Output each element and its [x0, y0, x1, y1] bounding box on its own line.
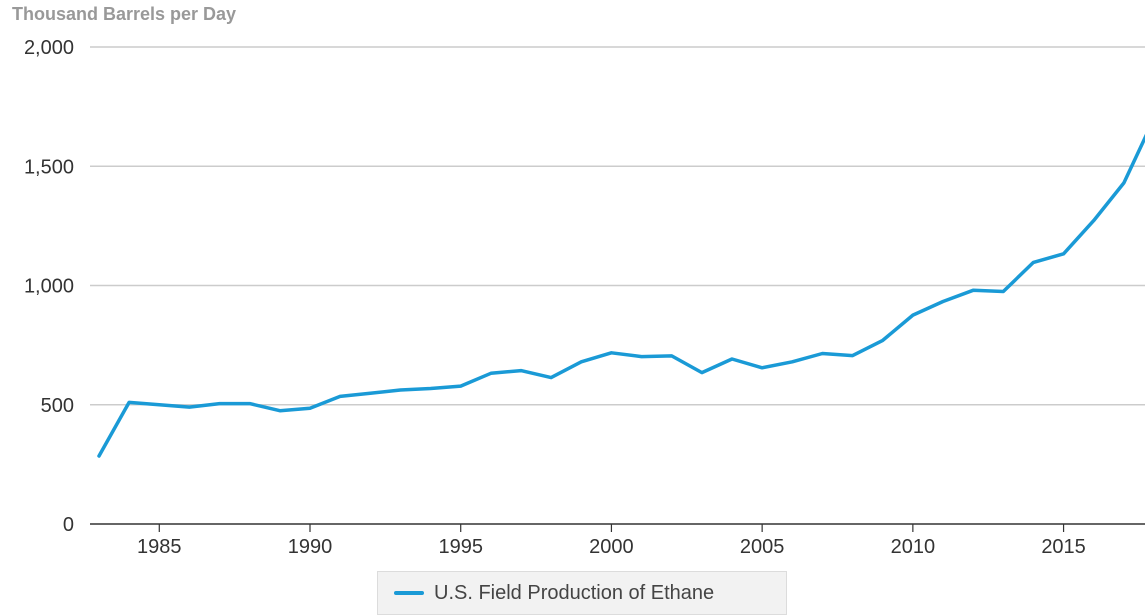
y-axis-unit-label: Thousand Barrels per Day — [12, 4, 237, 24]
legend-swatch — [394, 591, 424, 595]
y-axis-ticks: 0 500 1,000 1,500 2,000 — [24, 37, 74, 536]
x-tick-label: 2000 — [589, 536, 634, 558]
y-tick-label: 1,000 — [24, 276, 74, 298]
legend-label: U.S. Field Production of Ethane — [434, 581, 715, 604]
legend[interactable]: U.S. Field Production of Ethane — [377, 571, 787, 615]
gridlines — [90, 46, 1145, 406]
x-tick-label: 2015 — [1041, 536, 1086, 558]
y-tick-label: 1,500 — [24, 156, 74, 178]
x-tick-label: 1995 — [438, 536, 483, 558]
series-lines — [97, 133, 1145, 458]
x-tick-label: 1990 — [288, 536, 333, 558]
y-tick-label: 0 — [63, 514, 74, 536]
x-tick-label: 1985 — [137, 536, 182, 558]
x-axis: 1985 1990 1995 2000 2005 2010 2015 — [90, 523, 1145, 558]
y-tick-label: 2,000 — [24, 37, 74, 59]
x-tick-label: 2005 — [740, 536, 785, 558]
series-line — [97, 133, 1145, 458]
y-tick-label: 500 — [41, 395, 74, 417]
x-tick-label: 2010 — [891, 536, 936, 558]
